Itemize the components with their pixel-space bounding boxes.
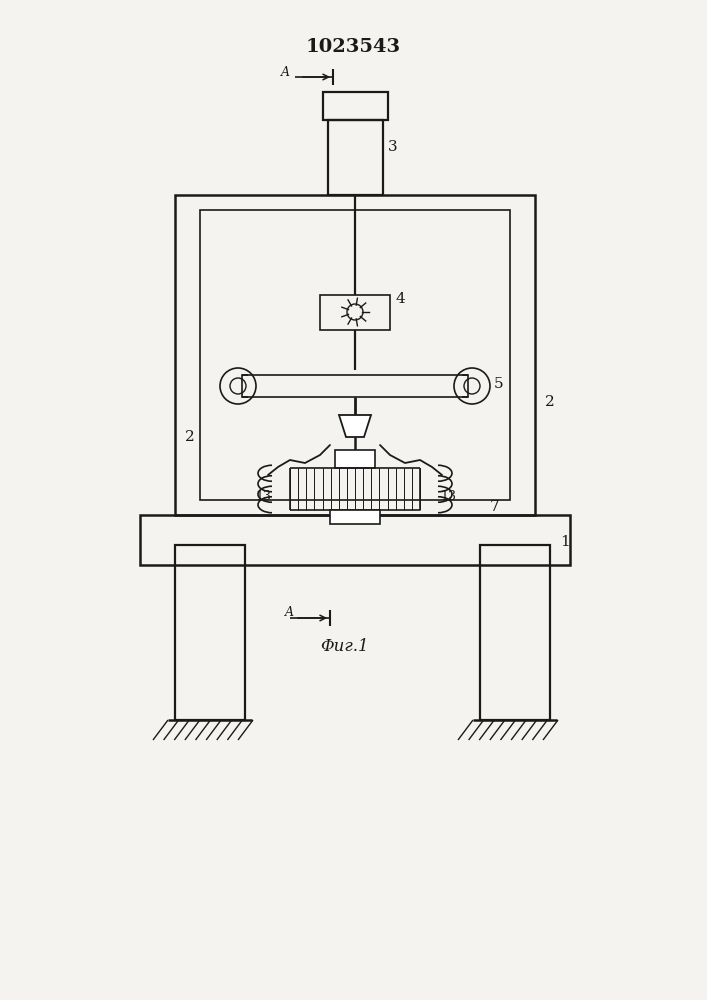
Bar: [242, 375, 468, 397]
Polygon shape: [339, 415, 371, 437]
Bar: [328, 120, 383, 195]
Text: A: A: [281, 66, 290, 80]
Bar: [320, 295, 390, 330]
Text: 1023543: 1023543: [305, 38, 401, 56]
Text: 13: 13: [255, 490, 271, 503]
Text: A: A: [285, 606, 294, 619]
Bar: [323, 92, 388, 120]
Text: 4: 4: [395, 292, 404, 306]
Bar: [140, 515, 570, 565]
Text: Φиг.1: Φиг.1: [320, 638, 368, 655]
Text: 7: 7: [490, 500, 500, 514]
Text: 3: 3: [388, 140, 397, 154]
Text: 5: 5: [494, 377, 503, 391]
Text: 13: 13: [440, 490, 456, 503]
Bar: [200, 210, 510, 500]
Bar: [175, 195, 535, 515]
Text: 2: 2: [545, 395, 555, 409]
Bar: [175, 545, 245, 720]
Bar: [330, 510, 380, 524]
Text: 1: 1: [560, 535, 570, 549]
Bar: [480, 545, 550, 720]
Bar: [335, 450, 375, 468]
Text: 2: 2: [185, 430, 194, 444]
